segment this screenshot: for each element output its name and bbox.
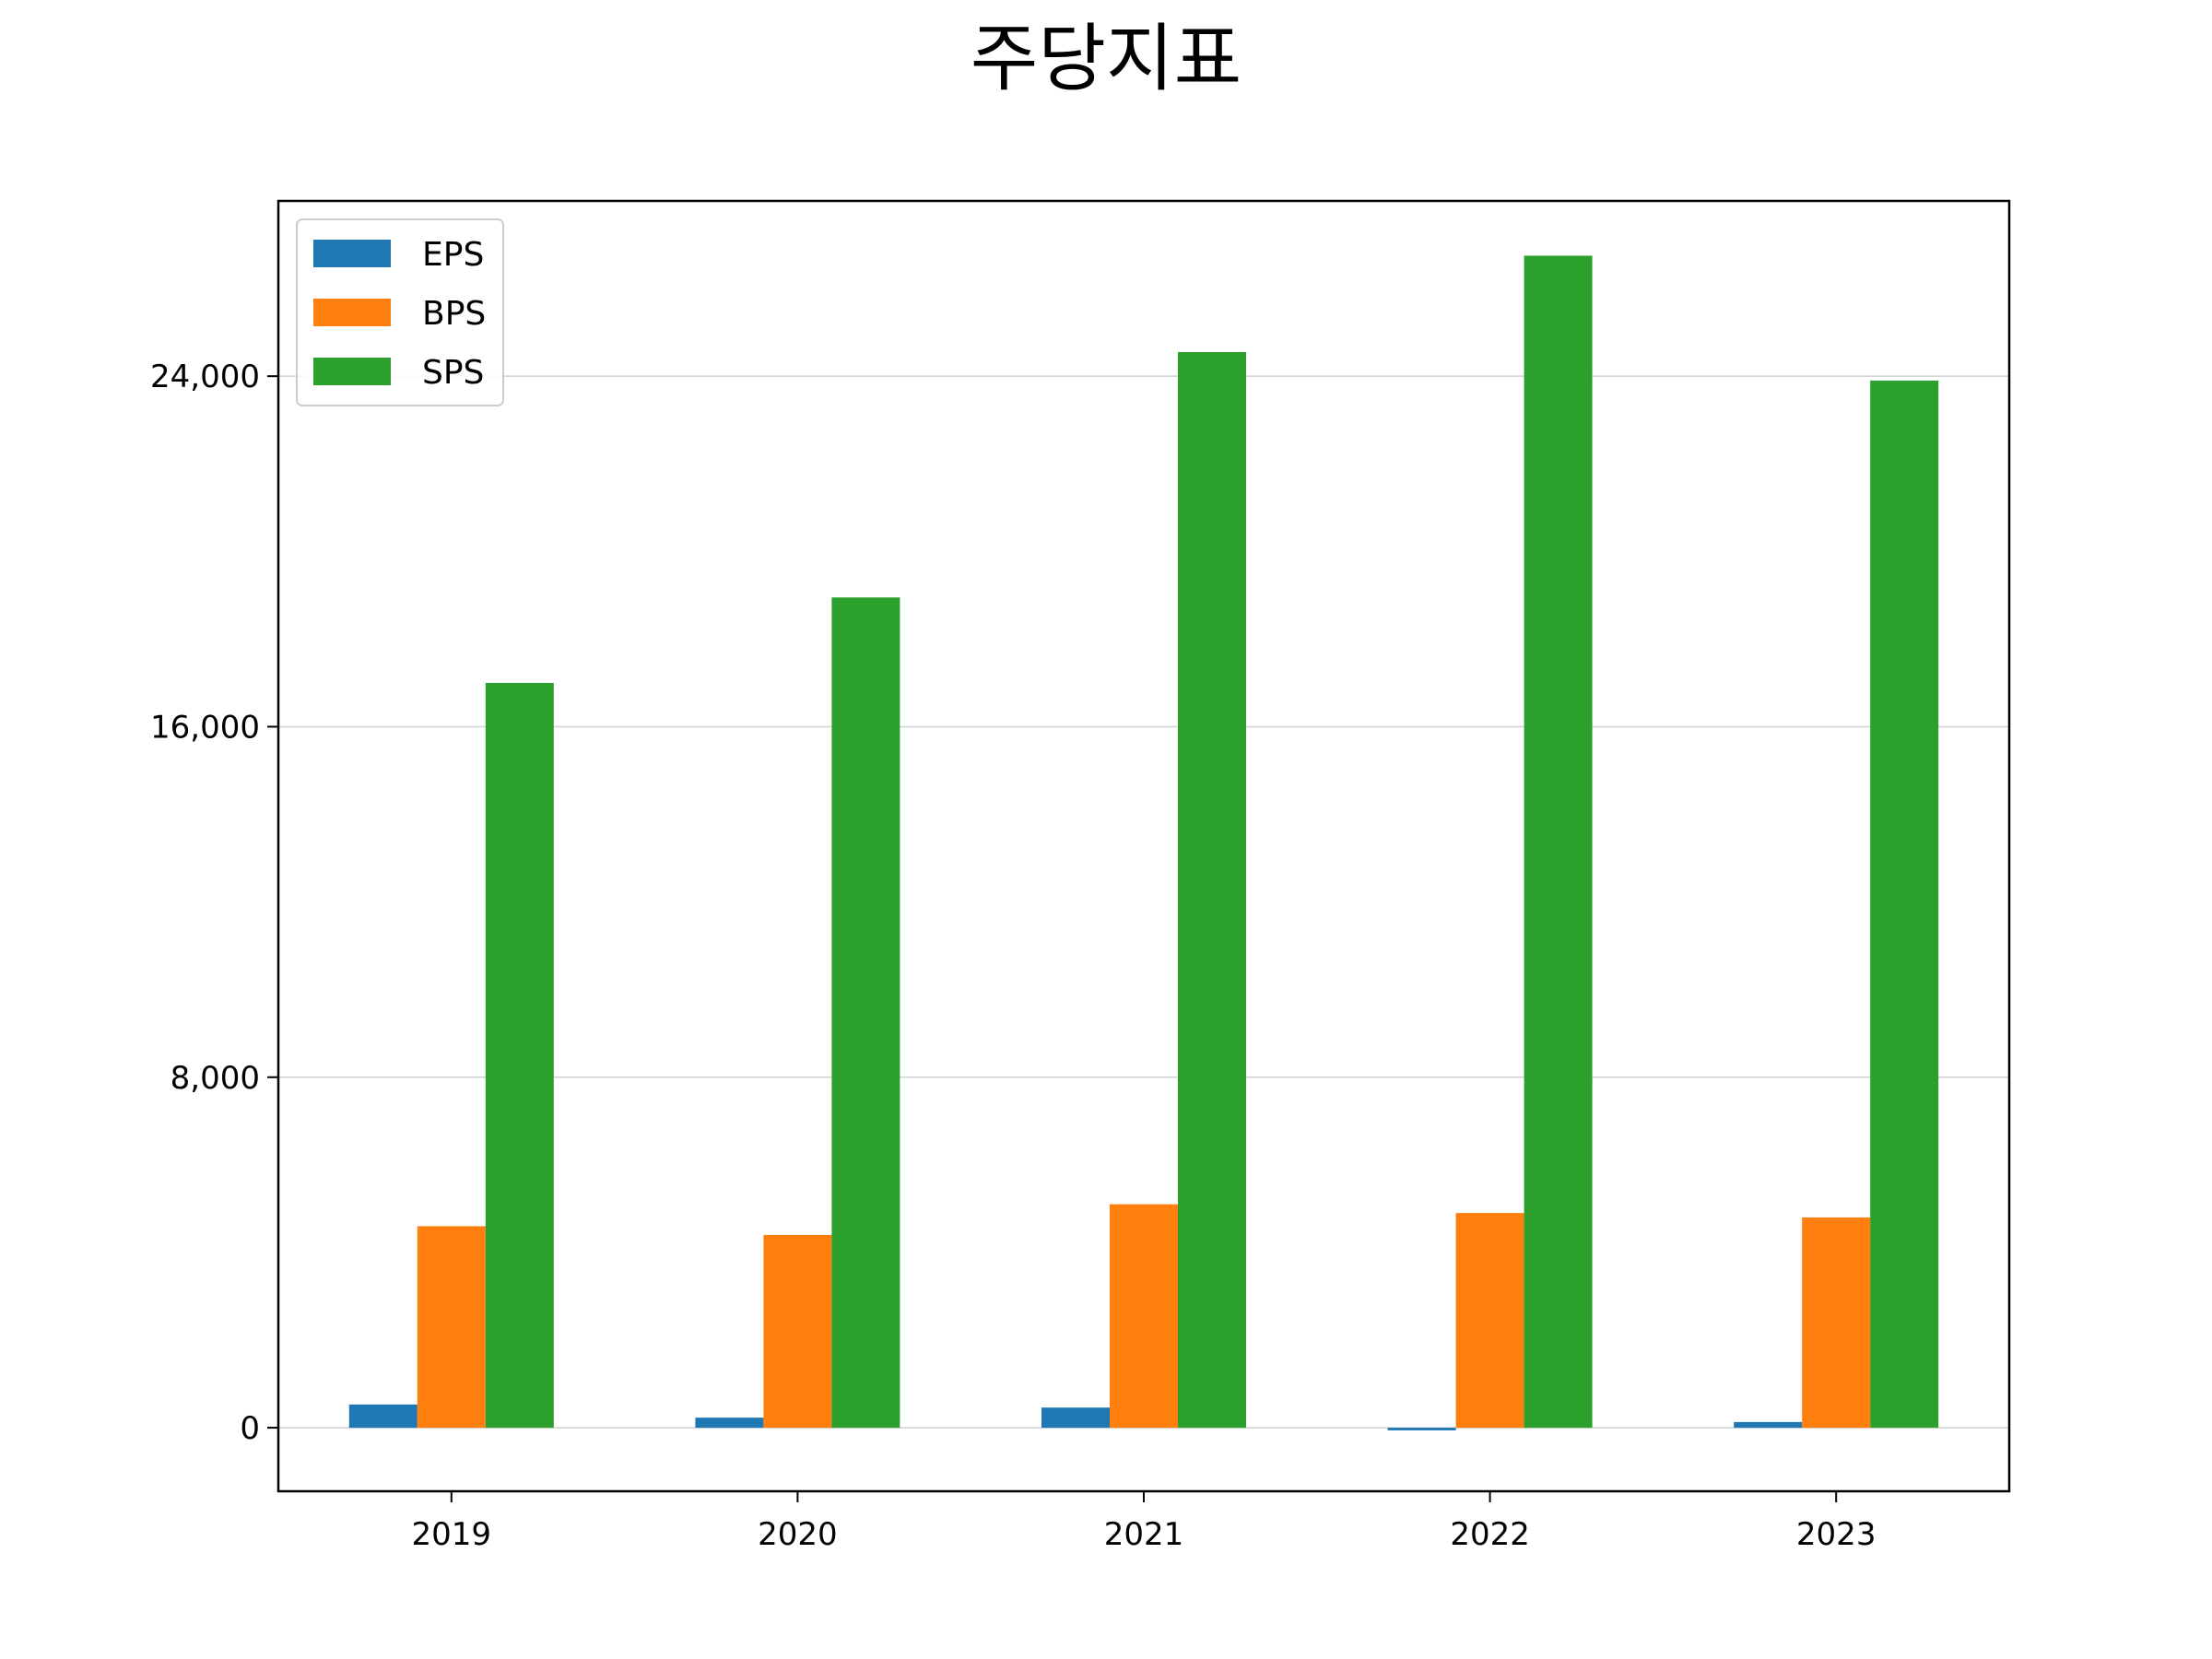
legend-label-eps: EPS (422, 236, 484, 274)
bar-eps-2019 (348, 1404, 418, 1429)
legend-swatch-bps (313, 299, 391, 326)
bar-bps-2020 (763, 1234, 832, 1429)
bar-sps-2019 (485, 682, 554, 1429)
x-tick-label: 2022 (1450, 1516, 1530, 1553)
x-axis: 2019 2020 2021 2022 2023 (412, 1491, 1877, 1553)
legend-swatch-sps (313, 358, 391, 385)
y-axis: 0 8,000 16,000 24,000 (150, 359, 278, 1447)
y-tick-label: 24,000 (150, 359, 260, 395)
chart-title: 주당지표 (970, 16, 1242, 101)
y-tick-label: 8,000 (171, 1060, 260, 1097)
legend: EPS BPS SPS (296, 218, 504, 406)
bar-bps-2019 (417, 1226, 486, 1429)
x-tick-label: 2021 (1104, 1516, 1184, 1553)
x-tick-label: 2023 (1796, 1516, 1877, 1553)
x-tick-label: 2020 (758, 1516, 838, 1553)
bar-sps-2021 (1178, 352, 1246, 1429)
bar-eps-2020 (695, 1418, 764, 1429)
legend-swatch-eps (313, 240, 391, 267)
bars (348, 255, 1939, 1430)
y-tick-label: 16,000 (150, 709, 260, 746)
x-tick-label: 2019 (412, 1516, 492, 1553)
bar-eps-2021 (1041, 1407, 1110, 1429)
legend-label-bps: BPS (422, 295, 486, 333)
bar-sps-2022 (1524, 255, 1593, 1429)
bar-sps-2023 (1870, 380, 1939, 1429)
bar-bps-2021 (1110, 1204, 1178, 1429)
gridlines (278, 375, 2009, 1429)
y-tick-label: 0 (240, 1410, 260, 1447)
bar-sps-2020 (831, 597, 900, 1429)
bar-bps-2023 (1802, 1217, 1871, 1429)
bar-bps-2022 (1455, 1213, 1524, 1429)
bar-eps-2023 (1734, 1421, 1803, 1429)
legend-label-sps: SPS (422, 354, 484, 392)
bar-eps-2022 (1387, 1428, 1456, 1430)
